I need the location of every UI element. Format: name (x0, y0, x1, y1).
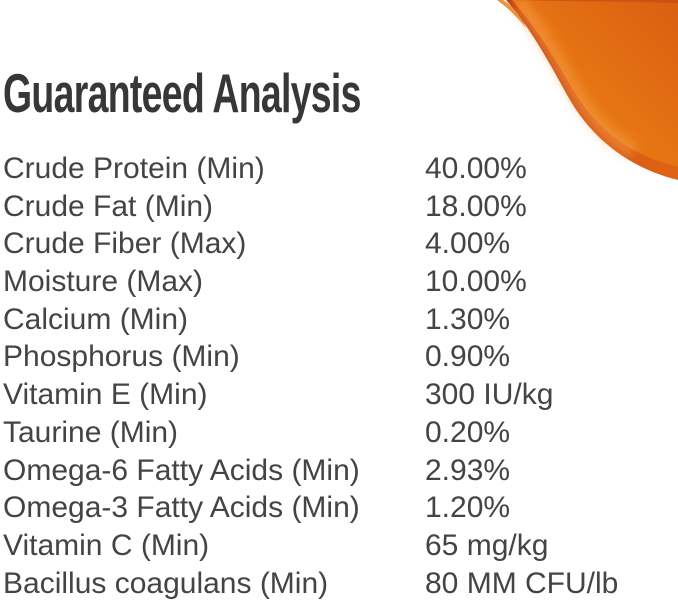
nutrient-value: 80 MM CFU/lb (425, 566, 619, 600)
nutrient-value: 40.00% (425, 152, 527, 185)
analysis-row: Phosphorus (Min) 0.90% (3, 338, 675, 376)
analysis-row: Calcium (Min) 1.30% (3, 301, 675, 339)
nutrient-value: 2.93% (425, 453, 511, 487)
nutrient-label: Crude Protein (Min) (3, 152, 265, 185)
nutrient-label: Bacillus coagulans (Min) (3, 566, 329, 600)
analysis-row: Crude Protein (Min) 40.00% (3, 150, 675, 188)
analysis-row: Moisture (Max) 10.00% (3, 263, 675, 301)
nutrient-label: Phosphorus (Min) (3, 340, 240, 374)
analysis-row: Bacillus coagulans (Min) 80 MM CFU/lb (3, 565, 675, 603)
swoosh-wisp (497, 0, 526, 28)
nutrient-label: Calcium (Min) (3, 302, 189, 336)
page-title: Guaranteed Analysis (3, 62, 361, 124)
swoosh-top-rim (522, 0, 678, 3)
nutrient-label: Crude Fiber (Max) (3, 227, 247, 261)
nutrient-value: 0.90% (425, 340, 511, 374)
analysis-row: Vitamin C (Min) 65 mg/kg (3, 527, 675, 565)
analysis-row: Crude Fat (Min) 18.00% (3, 188, 675, 226)
swoosh-body (512, 0, 678, 167)
analysis-row: Omega-6 Fatty Acids (Min) 2.93% (3, 452, 675, 490)
nutrient-label: Omega-6 Fatty Acids (Min) (3, 453, 360, 487)
nutrient-label: Omega-3 Fatty Acids (Min) (3, 491, 360, 525)
analysis-row: Omega-3 Fatty Acids (Min) 1.20% (3, 489, 675, 527)
nutrient-label: Moisture (Max) (3, 265, 204, 299)
analysis-row: Vitamin E (Min) 300 IU/kg (3, 376, 675, 414)
nutrient-value: 65 mg/kg (425, 528, 549, 562)
analysis-row: Crude Fiber (Max) 4.00% (3, 225, 675, 263)
analysis-table: Crude Protein (Min) 40.00% Crude Fat (Mi… (3, 150, 675, 602)
nutrient-label: Vitamin C (Min) (3, 528, 210, 562)
nutrient-label: Taurine (Min) (3, 415, 179, 449)
analysis-row: Taurine (Min) 0.20% (3, 414, 675, 452)
nutrient-value: 0.20% (425, 415, 511, 449)
nutrient-value: 300 IU/kg (425, 378, 554, 412)
nutrient-value: 1.20% (425, 491, 511, 525)
swoosh-highlight (512, 0, 638, 158)
nutrient-value: 18.00% (425, 189, 527, 223)
nutrient-value: 1.30% (425, 302, 511, 336)
nutrient-label: Vitamin E (Min) (3, 378, 208, 412)
nutrient-value: 4.00% (425, 227, 511, 261)
nutrient-value: 10.00% (425, 265, 527, 299)
nutrient-label: Crude Fat (Min) (3, 189, 214, 223)
